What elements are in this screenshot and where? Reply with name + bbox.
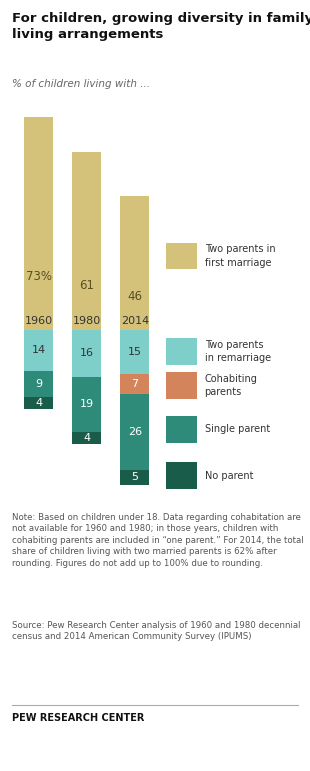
Bar bbox=[24, 397, 53, 409]
Bar bbox=[73, 432, 101, 444]
Text: 4: 4 bbox=[35, 398, 42, 408]
Text: No parent: No parent bbox=[205, 471, 253, 481]
Bar bbox=[120, 470, 149, 485]
Text: 15: 15 bbox=[128, 347, 142, 357]
Text: Single parent: Single parent bbox=[205, 424, 270, 434]
Bar bbox=[120, 374, 149, 394]
Bar bbox=[166, 372, 197, 399]
Text: 61: 61 bbox=[79, 279, 94, 292]
Bar bbox=[24, 330, 53, 371]
Text: 4: 4 bbox=[83, 433, 90, 443]
Bar bbox=[120, 330, 149, 374]
Text: 7: 7 bbox=[131, 379, 138, 389]
Text: 9: 9 bbox=[35, 379, 42, 389]
Bar bbox=[73, 330, 101, 376]
Bar bbox=[166, 338, 197, 365]
Text: Two parents in
first marriage: Two parents in first marriage bbox=[205, 244, 275, 268]
Text: % of children living with ...: % of children living with ... bbox=[12, 79, 150, 89]
Text: 14: 14 bbox=[32, 345, 46, 355]
Text: Source: Pew Research Center analysis of 1960 and 1980 decennial
census and 2014 : Source: Pew Research Center analysis of … bbox=[12, 621, 301, 641]
Text: 16: 16 bbox=[80, 348, 94, 359]
Text: 73%: 73% bbox=[26, 270, 52, 283]
Text: 1960: 1960 bbox=[25, 315, 53, 325]
Bar bbox=[166, 463, 197, 490]
Bar bbox=[73, 376, 101, 432]
Bar bbox=[120, 394, 149, 470]
Bar bbox=[166, 416, 197, 443]
Text: 5: 5 bbox=[131, 473, 138, 483]
Bar bbox=[120, 196, 149, 330]
Text: Note: Based on children under 18. Data regarding cohabitation are
not available : Note: Based on children under 18. Data r… bbox=[12, 513, 304, 567]
Text: 46: 46 bbox=[127, 290, 142, 303]
Text: Cohabiting
parents: Cohabiting parents bbox=[205, 374, 258, 397]
Bar bbox=[24, 116, 53, 330]
Text: PEW RESEARCH CENTER: PEW RESEARCH CENTER bbox=[12, 713, 145, 723]
Text: 26: 26 bbox=[128, 427, 142, 437]
Text: Two parents
in remarriage: Two parents in remarriage bbox=[205, 340, 271, 363]
Text: 2014: 2014 bbox=[121, 315, 149, 325]
Text: 19: 19 bbox=[80, 399, 94, 409]
Text: 1980: 1980 bbox=[73, 315, 101, 325]
Bar bbox=[24, 371, 53, 397]
Text: For children, growing diversity in family
living arrangements: For children, growing diversity in famil… bbox=[12, 12, 310, 41]
Bar bbox=[166, 243, 197, 270]
Bar bbox=[73, 152, 101, 330]
